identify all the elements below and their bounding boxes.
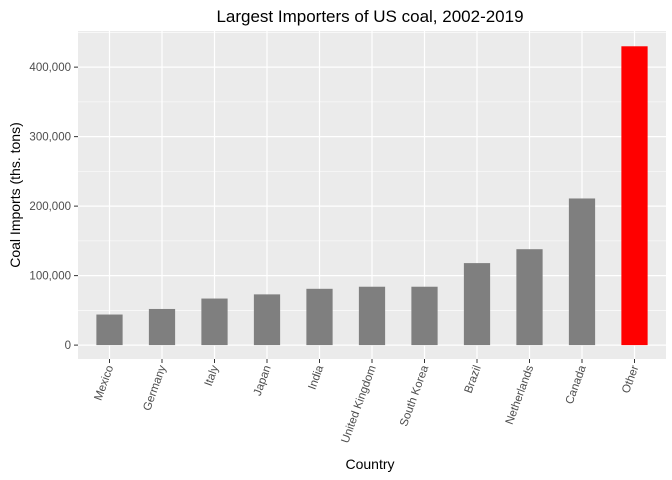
x-tick-label: India [307,363,327,391]
bar-other [621,46,648,346]
x-tick-label: Netherlands [504,364,537,427]
x-tick-label: United Kingdom [340,364,379,445]
x-tick-label: Italy [203,364,222,388]
y-tick-label: 300,000 [29,132,71,144]
bar-netherlands [516,249,543,346]
y-axis-title: Coal Imports (ths. tons) [7,122,23,268]
x-tick-label: Canada [564,363,589,406]
x-tick-label: Germany [141,364,169,413]
bar-south-korea [411,286,438,346]
bar-canada [568,198,596,346]
chart-title: Largest Importers of US coal, 2002-2019 [216,7,523,26]
bar-brazil [463,263,491,346]
x-tick-label: Brazil [463,364,484,395]
y-tick-label: 400,000 [29,62,71,74]
y-tick-label: 100,000 [29,271,71,283]
x-tick-label: Other [620,364,641,395]
bar-united-kingdom [358,286,386,346]
x-axis-ticks: Mexico Germany Italy Japan India United Kingd… [93,359,641,445]
x-tick-label: Mexico [93,364,117,402]
bar-japan [253,294,281,346]
y-axis-ticks: 0 100,000 200,000 300,000 400,000 [29,62,78,352]
bar-india [306,288,333,346]
y-tick-label: 0 [65,340,71,352]
bar-germany [148,308,176,346]
bar-italy [201,298,228,346]
x-tick-label: South Korea [398,363,431,428]
bars [96,46,648,346]
bar-mexico [96,314,123,346]
y-tick-label: 200,000 [29,201,71,213]
x-axis-title: Country [345,456,394,472]
x-tick-label: Japan [252,364,274,398]
